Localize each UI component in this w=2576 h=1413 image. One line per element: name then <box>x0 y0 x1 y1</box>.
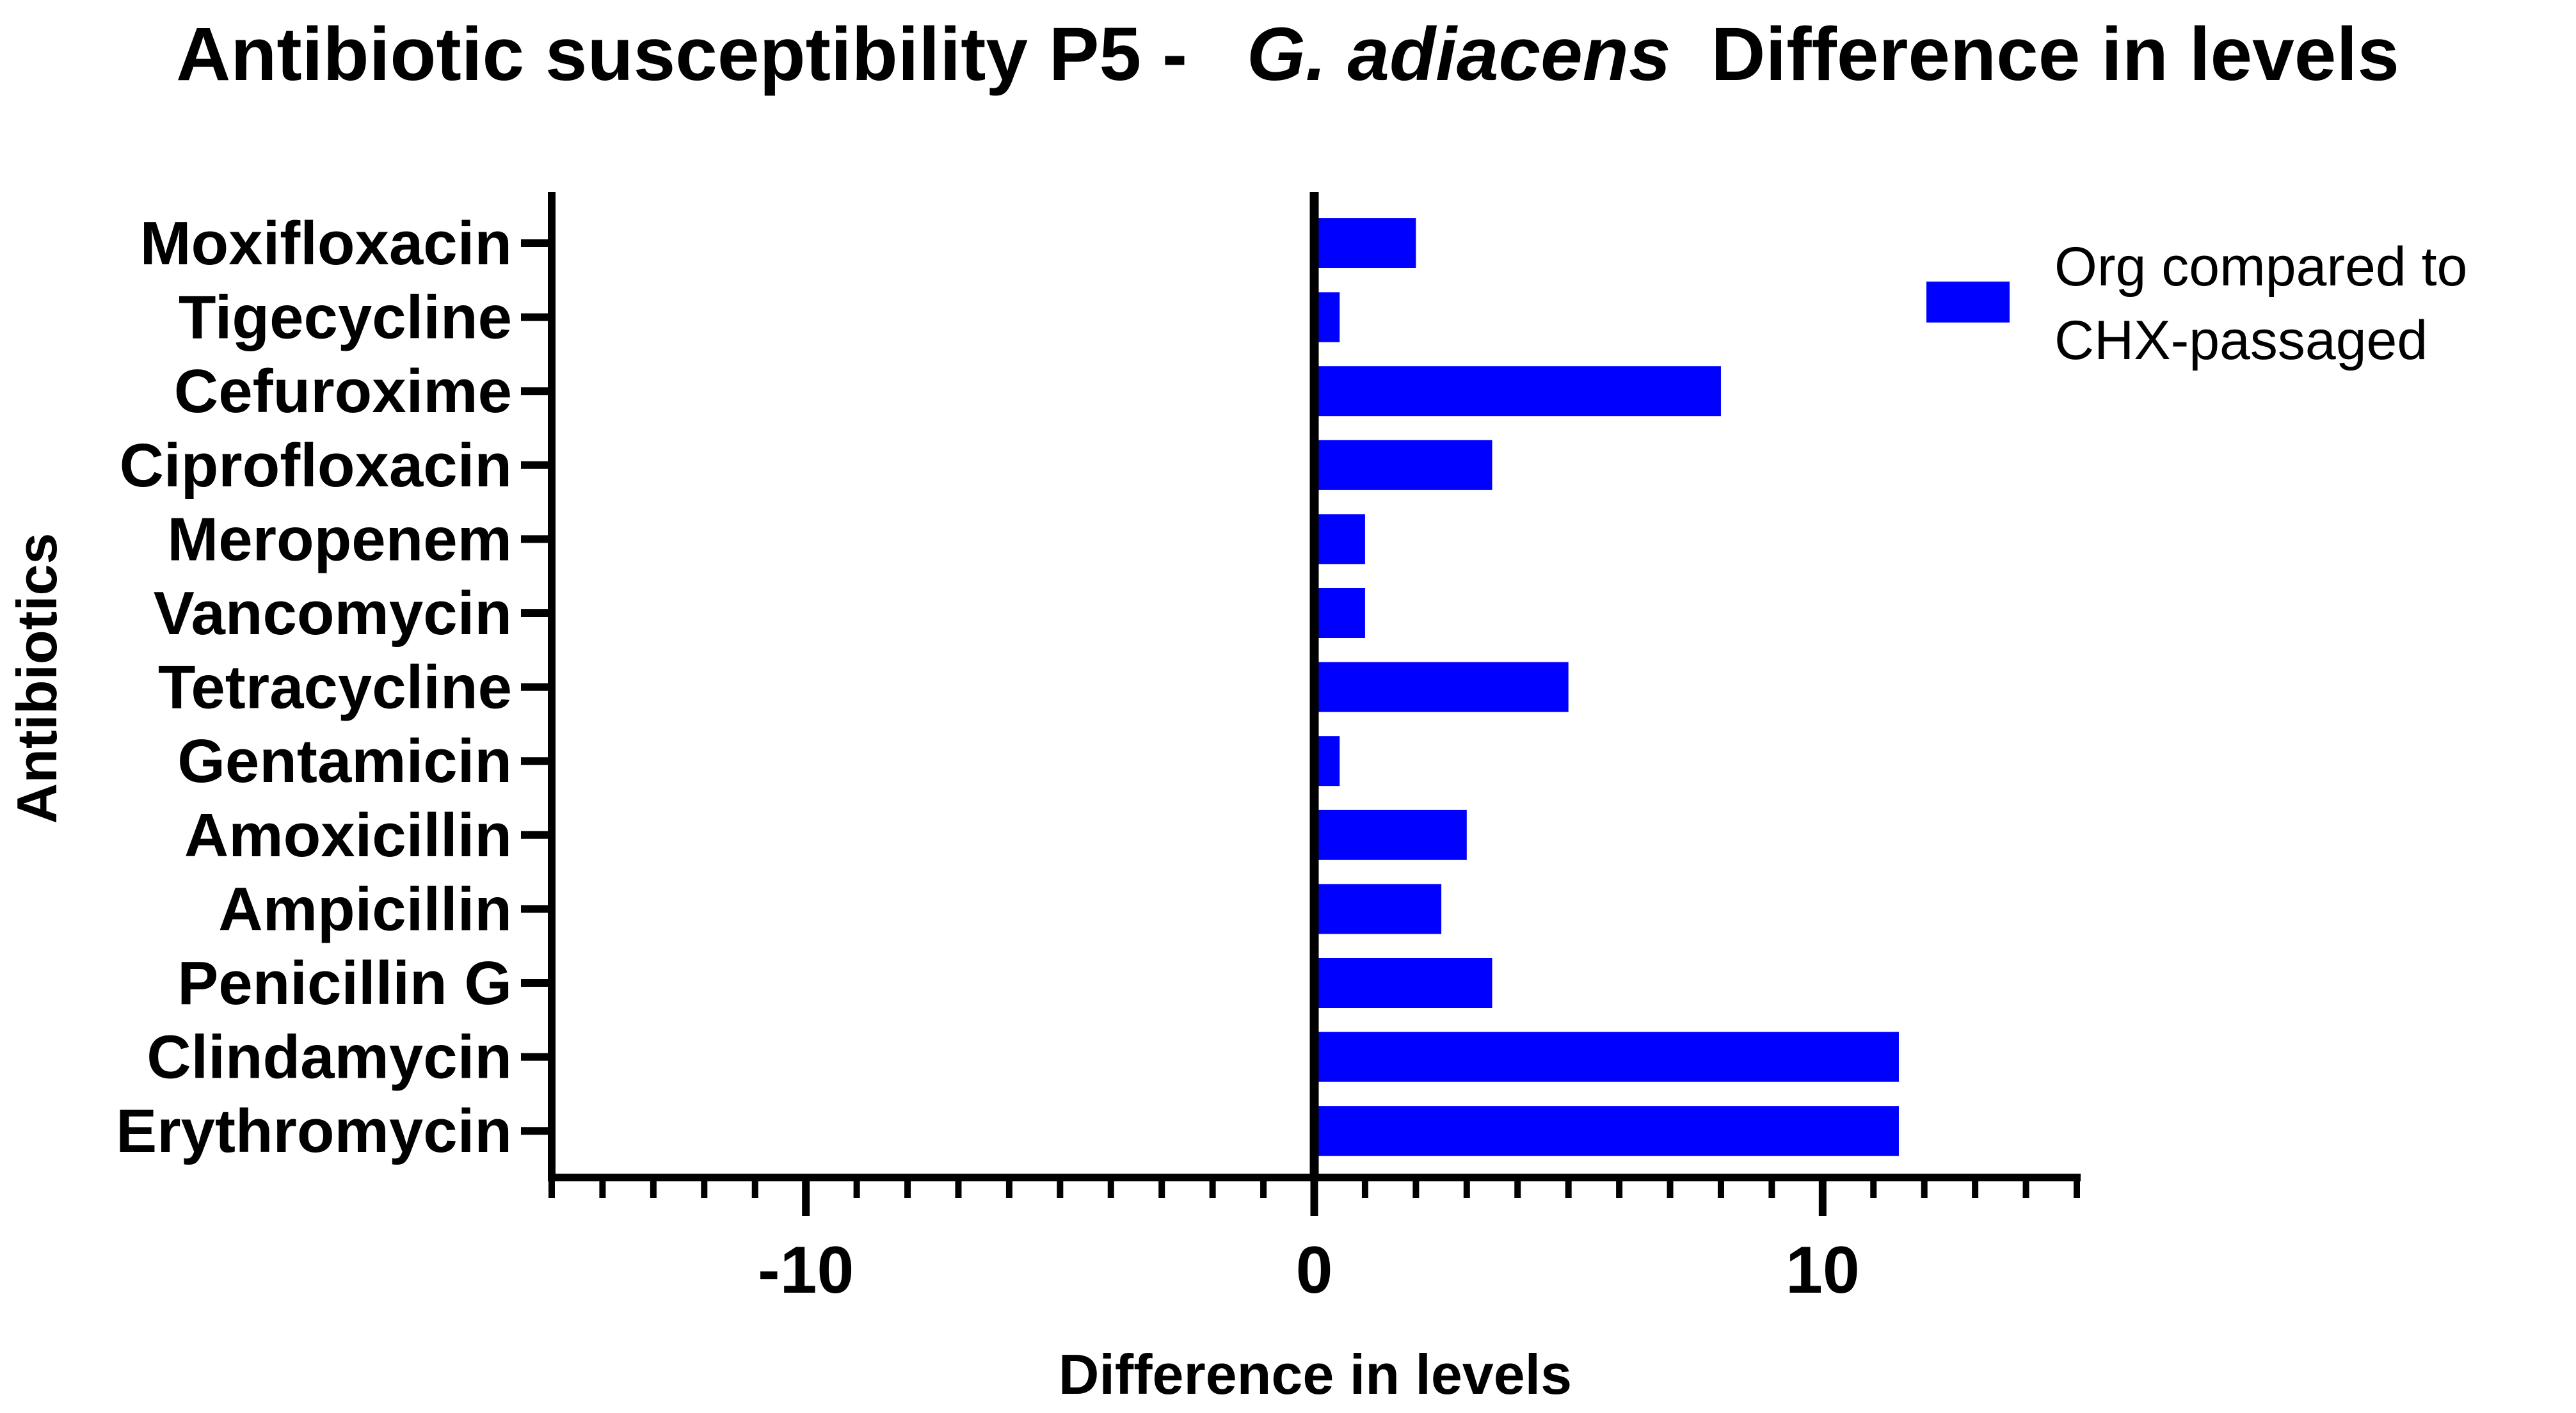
category-label: Ampicillin <box>218 875 512 943</box>
category-label: Erythromycin <box>116 1097 512 1165</box>
category-label: Moxifloxacin <box>140 209 512 278</box>
bar <box>1314 1106 1899 1156</box>
legend: Org compared to CHX-passaged <box>1926 236 2467 371</box>
category-label: Tigecycline <box>179 283 512 352</box>
chart-title-suffix: Difference in levels <box>1711 12 2399 97</box>
x-tick-label: 10 <box>1786 1233 1860 1307</box>
legend-swatch <box>1926 282 2010 323</box>
category-label: Tetracycline <box>158 653 512 722</box>
bar <box>1314 366 1721 417</box>
plot-area: MoxifloxacinTigecyclineCefuroximeCiprofl… <box>116 192 2081 1307</box>
chart-title-species: G. adiacens <box>1247 12 1670 97</box>
category-label: Cefuroxime <box>174 357 512 426</box>
bar <box>1314 440 1492 490</box>
chart-title: Antibiotic susceptibility P5 - G. adiace… <box>176 12 2399 97</box>
category-label: Vancomycin <box>154 579 512 648</box>
category-label: Gentamicin <box>177 727 512 795</box>
bar <box>1314 662 1569 712</box>
x-tick-label: -10 <box>758 1233 854 1307</box>
bar <box>1314 810 1467 860</box>
category-label: Meropenem <box>167 505 512 573</box>
x-axis-title: Difference in levels <box>1059 1343 1572 1406</box>
category-label: Penicillin G <box>177 949 512 1018</box>
bar <box>1314 588 1365 638</box>
category-label: Ciprofloxacin <box>120 431 512 500</box>
legend-label: Org compared to <box>2054 236 2467 298</box>
legend-label: CHX-passaged <box>2054 310 2428 371</box>
bar <box>1314 958 1492 1008</box>
category-label: Amoxicillin <box>184 801 512 870</box>
bar <box>1314 1032 1899 1082</box>
x-tick-label: 0 <box>1296 1233 1333 1307</box>
bar <box>1314 218 1416 268</box>
category-label: Clindamycin <box>147 1023 512 1092</box>
chart-title-main: Antibiotic susceptibility P5 - <box>176 12 1187 97</box>
bar <box>1314 514 1365 564</box>
y-axis-title: Antibiotics <box>5 533 68 824</box>
bar <box>1314 884 1442 934</box>
